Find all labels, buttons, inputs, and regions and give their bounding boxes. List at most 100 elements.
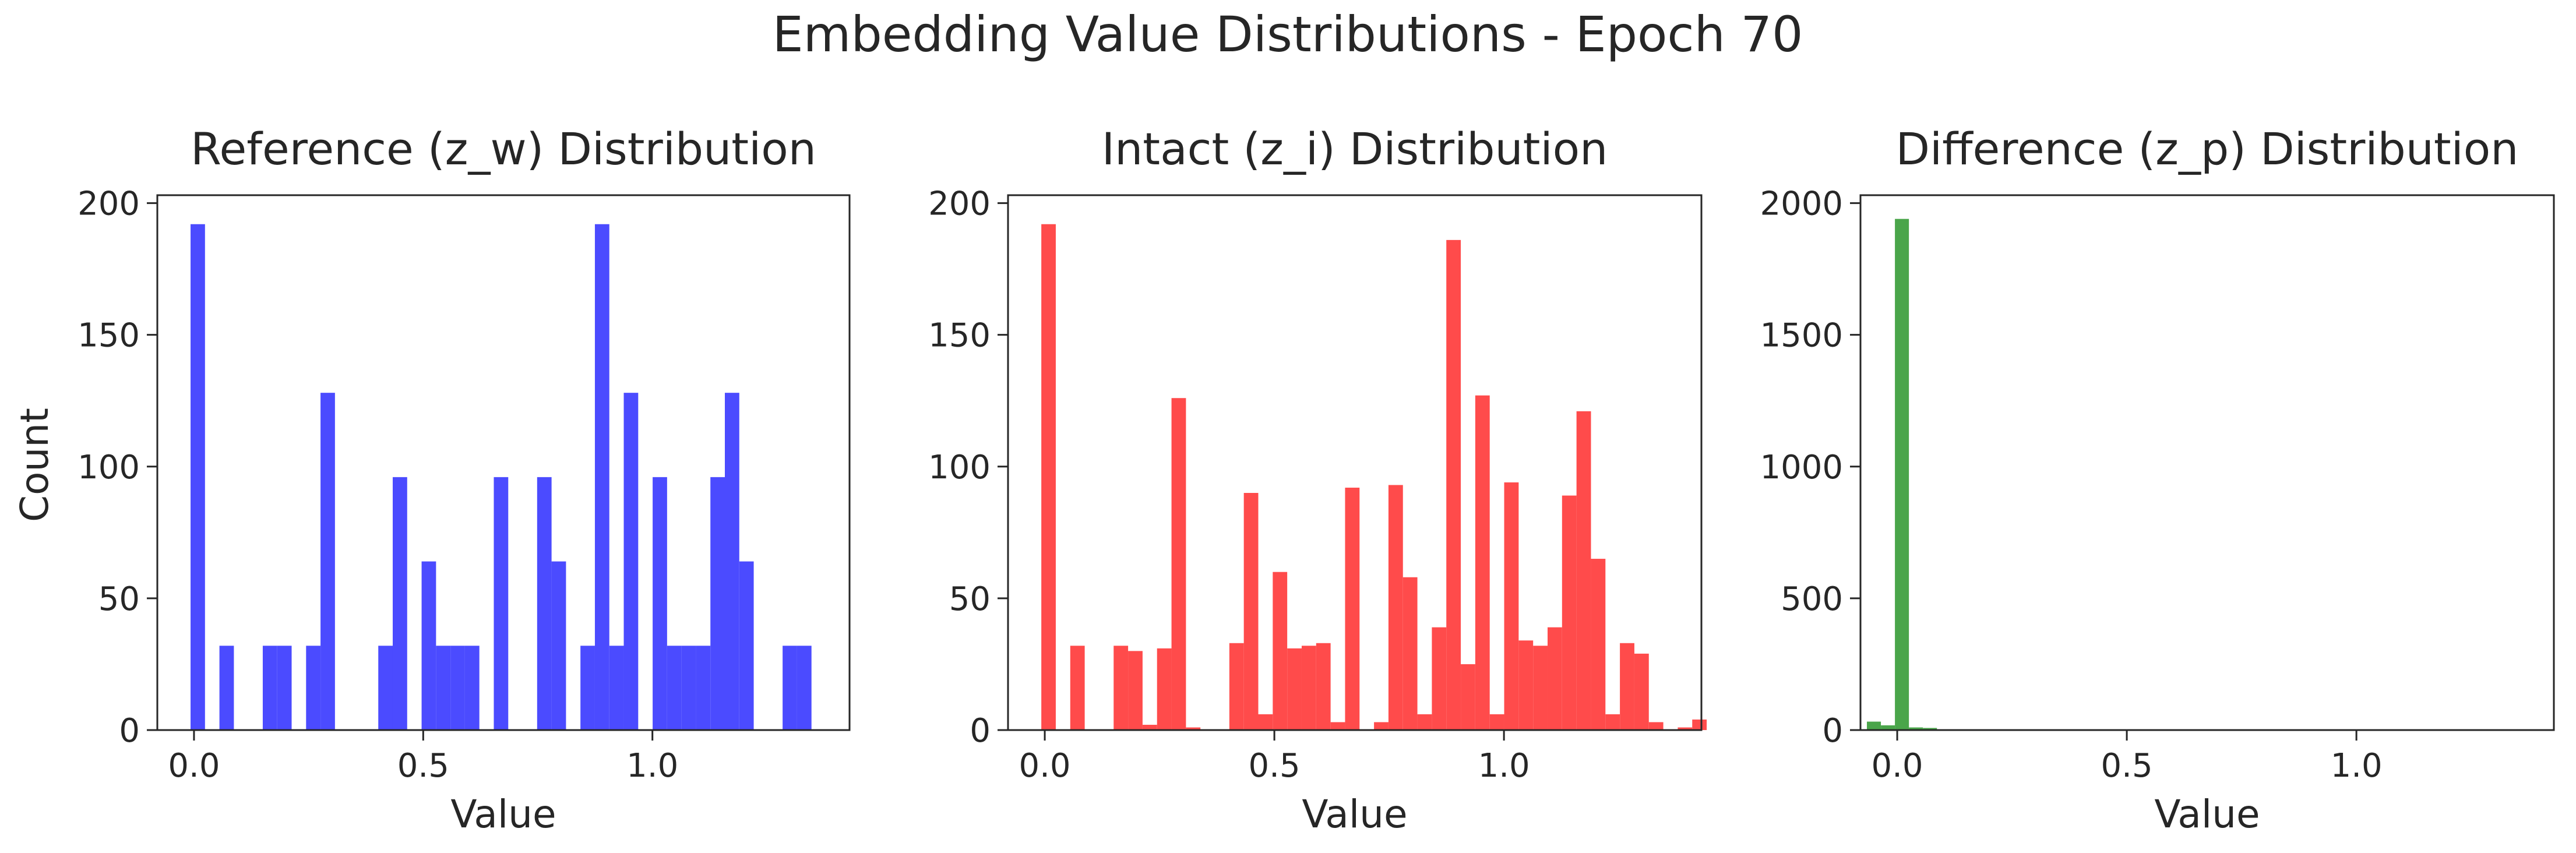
panel-reference: Reference (z_w) Distribution Value Count… (12, 123, 851, 837)
histogram-bar (1605, 714, 1620, 730)
y-tick-label: 1000 (1760, 449, 1843, 487)
histogram-bar (1533, 646, 1548, 730)
histogram-bar (1923, 728, 1937, 730)
y-tick-label: 100 (928, 449, 991, 487)
histogram-bar (1301, 646, 1316, 730)
histogram-bar (1388, 485, 1403, 730)
histogram-bar (710, 477, 725, 730)
x-axis-label: Value (2154, 792, 2260, 837)
y-tick-label: 500 (1781, 580, 1843, 618)
histogram-bar (551, 561, 566, 730)
histogram-bar (609, 646, 624, 730)
histogram-bar (1678, 727, 1693, 730)
y-tick-label: 200 (77, 185, 140, 223)
y-tick-label: 0 (1822, 712, 1843, 750)
histogram-bar (537, 477, 552, 730)
x-tick-label: 1.0 (1478, 747, 1530, 785)
histogram-bar (1547, 627, 1562, 730)
histogram-bar (667, 646, 682, 730)
histogram-bar (1648, 722, 1664, 730)
x-tick-label: 1.0 (626, 747, 678, 785)
histogram-bar (320, 393, 335, 730)
histogram-bar (653, 477, 667, 730)
panel-title: Intact (z_i) Distribution (1102, 123, 1608, 175)
histogram-bar (1330, 722, 1345, 730)
histogram-bar (623, 393, 639, 730)
panel-title: Difference (z_p) Distribution (1896, 123, 2519, 175)
histogram-bar (1287, 648, 1302, 730)
histogram-bar (1142, 724, 1157, 730)
plot-frame (1859, 194, 2555, 731)
histogram-bar (1446, 239, 1461, 731)
histogram-bar (594, 224, 609, 730)
histogram-bar (1489, 714, 1504, 730)
histogram-bar (1157, 648, 1172, 730)
histogram-bar (262, 646, 277, 730)
histogram-bar (1620, 643, 1634, 730)
histogram-bar (450, 646, 465, 730)
x-tick-label: 0.5 (1249, 747, 1301, 785)
histogram-bar (464, 646, 480, 730)
y-tick-label: 50 (98, 580, 140, 618)
y-axis-label: Count (12, 408, 57, 522)
histogram-bar (580, 646, 595, 730)
histogram-bar (1909, 727, 1923, 730)
histogram-bar (739, 561, 754, 730)
y-tick-label: 50 (949, 580, 991, 618)
histogram-bar (1070, 646, 1085, 730)
plot-frame (156, 194, 851, 731)
x-tick-label: 0.0 (1019, 747, 1071, 785)
histogram-bar (1171, 398, 1186, 730)
histogram-bar (1258, 714, 1273, 730)
histogram-bar (797, 646, 812, 730)
histogram-bar (191, 224, 205, 730)
histogram-bar (1229, 643, 1244, 730)
histogram-bar (1504, 482, 1519, 730)
y-tick-label: 2000 (1760, 185, 1843, 223)
histogram-bar (1634, 653, 1649, 730)
histogram-bar (1867, 721, 1881, 730)
histogram-bar (1041, 224, 1056, 730)
histogram-bar (783, 646, 797, 730)
x-tick-label: 0.5 (2101, 747, 2153, 785)
histogram-bar (1432, 627, 1447, 730)
histogram-bar (1186, 727, 1201, 730)
figure-title: Embedding Value Distributions - Epoch 70 (773, 6, 1803, 63)
x-axis-label: Value (450, 792, 556, 837)
histogram-bar (1881, 725, 1895, 730)
histogram-bar (1417, 714, 1432, 730)
y-tick-label: 150 (928, 317, 991, 355)
y-tick-label: 1500 (1760, 317, 1843, 355)
histogram-bar (306, 646, 321, 730)
x-axis-label: Value (1302, 792, 1407, 837)
x-tick-label: 1.0 (2331, 747, 2383, 785)
y-tick-label: 200 (928, 185, 991, 223)
y-tick-label: 0 (970, 712, 991, 750)
histogram-bar (1475, 395, 1490, 730)
x-tick-label: 0.0 (168, 747, 220, 785)
histogram-bar (1316, 643, 1331, 730)
histogram-bar (1374, 722, 1389, 730)
histogram-bar (1591, 559, 1606, 730)
histogram-bar (1273, 572, 1288, 730)
histogram-bar (1895, 218, 1909, 731)
histogram-bar (378, 646, 393, 730)
y-tick-label: 100 (77, 449, 140, 487)
histogram-bar (421, 561, 436, 730)
histogram-bar (277, 646, 292, 730)
histogram-bar (1345, 487, 1360, 730)
histogram-bar (1128, 651, 1143, 730)
histogram-bar (1113, 646, 1129, 730)
histogram-bar (1243, 493, 1259, 730)
histogram-bar (1562, 495, 1577, 730)
histogram-bar (219, 646, 234, 730)
histogram-bar (494, 477, 509, 730)
histogram-bar (1692, 719, 1707, 730)
histogram-bar (436, 646, 451, 730)
histogram-bar (1461, 664, 1475, 730)
histogram-bar (392, 477, 407, 730)
histogram-bar (1518, 640, 1534, 730)
histogram-bar (696, 646, 711, 730)
x-tick-label: 0.0 (1872, 747, 1923, 785)
